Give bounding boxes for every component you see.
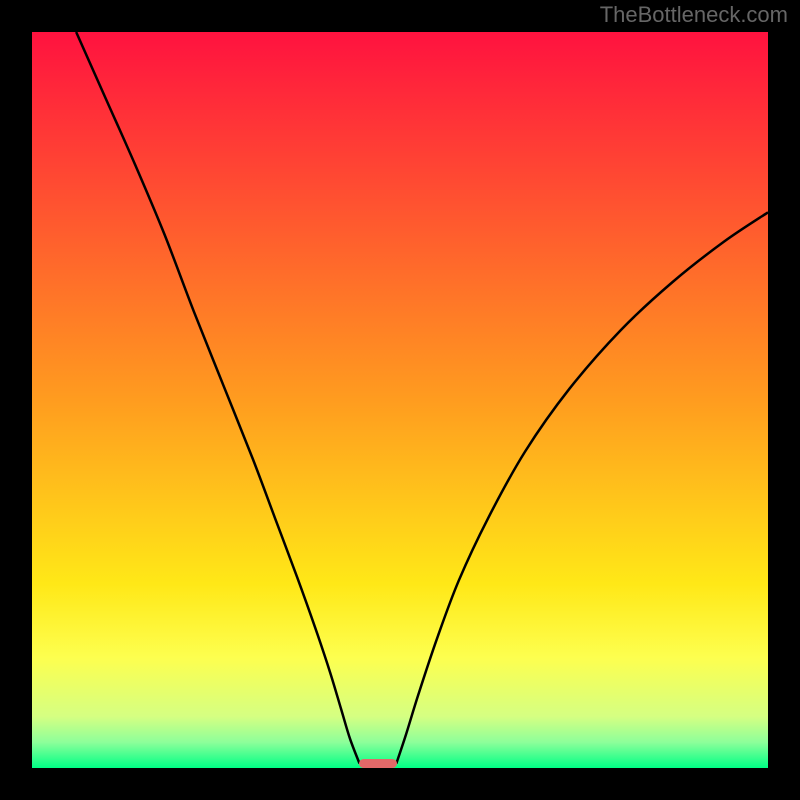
- cusp-marker: [359, 759, 397, 768]
- curve-right: [396, 212, 768, 763]
- curves-layer: [32, 32, 768, 768]
- chart-plot-area: [32, 32, 768, 768]
- attribution-text: TheBottleneck.com: [600, 2, 788, 28]
- curve-left: [76, 32, 359, 764]
